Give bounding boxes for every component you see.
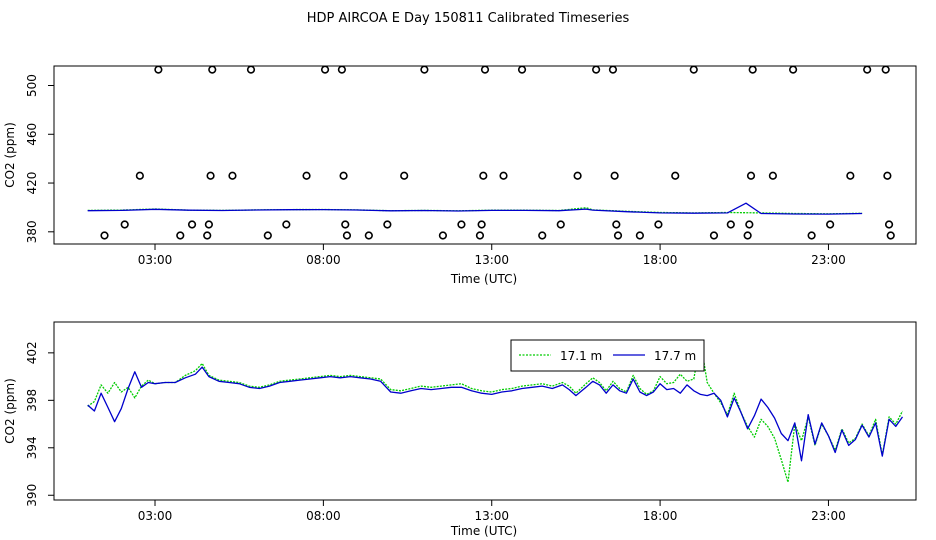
calibration-point [383,220,392,229]
calibration-point [517,65,527,74]
calibration-point [538,231,547,240]
panel-bottom-frame [53,321,917,501]
y-tick-label: 390 [25,484,39,507]
series-line-17-7-m [87,202,863,215]
y-tick-label: 420 [25,172,39,195]
legend-box [510,339,705,372]
calibration-point [475,231,485,240]
calibration-point [263,231,272,240]
calibration-point [748,65,757,74]
calibration-point [745,220,754,229]
calibration-point [228,171,237,180]
panel-bottom-series [87,340,904,483]
y-tick-label: 402 [25,341,39,364]
calibration-point [477,220,486,229]
calibration-point [886,231,895,240]
panel-bottom-axes: 03:00 08:00 13:00 18:00 23:00 390 394 398 402 [25,341,846,523]
x-tick-label: 23:00 [811,509,846,523]
calibration-point [203,231,212,240]
panel-top-axes: 03:00 08:00 13:00 18:00 23:00 380 420 460 500 [25,74,846,267]
calibration-point [592,65,601,74]
x-tick-label: 13:00 [474,509,509,523]
calibration-point [746,171,756,180]
calibration-point [884,220,894,229]
calibration-point [883,171,892,180]
x-tick-label: 18:00 [643,253,678,267]
calibration-point [135,171,144,180]
calibration-point [556,220,565,229]
calibration-point [709,231,719,240]
x-tick-label: 18:00 [643,509,678,523]
calibration-point [689,65,698,74]
calibration-point [341,220,350,229]
legend: 17.1 m 17.7 m [510,339,705,372]
calibration-point [863,65,872,74]
calibration-point [768,171,777,180]
calibration-point [400,171,409,180]
calibration-point [726,220,735,229]
calibration-point [826,220,835,229]
panel-top: Time (UTC) CO2 (ppm) 03:00 08:00 13:00 18:0… [3,65,917,286]
x-tick-label: 08:00 [306,253,341,267]
calibration-point [282,220,291,229]
y-tick-label: 460 [25,123,39,146]
y-tick-label: 398 [25,389,39,412]
calibration-point [612,220,621,229]
x-tick-label: 23:00 [811,253,846,267]
calibration-point [339,171,348,180]
series-line-17-7-m [87,366,904,462]
calibration-point [788,65,798,74]
calibration-point [337,65,346,74]
panel-top-calibration-points [100,65,895,240]
calibration-point [608,65,618,74]
calibration-point [100,231,109,240]
panel-top-xlabel: Time (UTC) [450,272,517,286]
calibration-point [499,171,508,180]
calibration-point [154,65,163,74]
calibration-point [881,65,890,74]
calibration-point [807,231,816,240]
panel-top-ylabel: CO2 (ppm) [3,122,17,188]
legend-label-17-1m: 17.1 m [560,349,602,363]
y-tick-label: 500 [25,74,39,97]
y-tick-label: 394 [25,436,39,459]
x-tick-label: 08:00 [306,509,341,523]
calibration-point [654,220,663,229]
calibration-point [635,231,644,240]
calibration-point [610,171,619,180]
calibration-point [480,65,490,74]
x-tick-label: 03:00 [138,253,173,267]
calibration-point [364,231,373,240]
calibration-point [176,231,185,240]
calibration-point [302,171,311,180]
calibration-point [246,65,256,74]
calibration-point [457,220,466,229]
calibration-point [479,171,488,180]
y-tick-label: 380 [25,220,39,243]
panel-bottom-ylabel: CO2 (ppm) [3,378,17,444]
legend-label-17-7m: 17.7 m [654,349,696,363]
panel-bottom: Time (UTC) CO2 (ppm) 03:00 08:00 13:00 18:0… [3,321,917,538]
calibration-point [573,171,582,180]
calibration-point [320,65,330,74]
calibration-point [671,171,680,180]
calibration-point [613,231,623,240]
calibration-point [206,171,215,180]
calibration-point [420,65,429,74]
calibration-point [743,231,752,240]
panel-top-series [87,202,863,215]
x-tick-label: 03:00 [138,509,173,523]
page-title: HDP AIRCOA E Day 150811 Calibrated Times… [307,11,630,26]
calibration-point [846,171,855,180]
calibration-point [438,231,448,240]
calibration-point [187,220,197,229]
calibration-point [120,220,129,229]
calibration-point [208,65,217,74]
calibration-point [342,231,352,240]
x-tick-label: 13:00 [474,253,509,267]
calibration-point [204,220,213,229]
panel-bottom-xlabel: Time (UTC) [450,524,517,538]
